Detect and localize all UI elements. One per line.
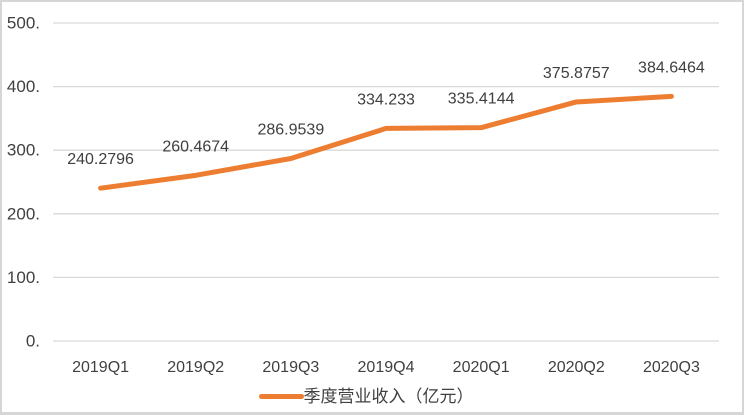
data-label: 384.6464 <box>638 59 705 76</box>
y-tick-label: 200. <box>7 204 40 223</box>
x-tick-label: 2019Q4 <box>358 359 415 376</box>
legend-label: 季度营业收入（亿元） <box>303 386 474 406</box>
y-tick-label: 0. <box>26 332 40 351</box>
y-tick-label: 300. <box>7 141 40 160</box>
x-tick-label: 2020Q3 <box>643 359 700 376</box>
x-tick-label: 2019Q3 <box>262 359 319 376</box>
series-line <box>98 93 674 191</box>
x-tick-label: 2019Q1 <box>72 359 129 376</box>
legend: 季度营业收入（亿元） <box>2 382 742 410</box>
data-label: 335.4144 <box>448 91 515 108</box>
data-label: 286.9539 <box>257 121 324 138</box>
y-tick-label: 400. <box>7 77 40 96</box>
x-tick-label: 2020Q1 <box>453 359 510 376</box>
data-label: 334.233 <box>357 91 415 108</box>
x-tick-label: 2019Q2 <box>167 359 224 376</box>
data-label: 260.4674 <box>162 138 229 155</box>
legend-line-swatch <box>258 393 304 399</box>
y-tick-label: 500. <box>7 14 40 33</box>
data-label: 375.8757 <box>543 65 610 82</box>
y-tick-label: 100. <box>7 268 40 287</box>
x-tick-label: 2020Q2 <box>548 359 605 376</box>
plot-area: 0. 100. 200. 300. 400. 500. 2019Q1 2019Q2 2019Q3… <box>7 14 719 376</box>
data-label: 240.2796 <box>67 151 134 168</box>
